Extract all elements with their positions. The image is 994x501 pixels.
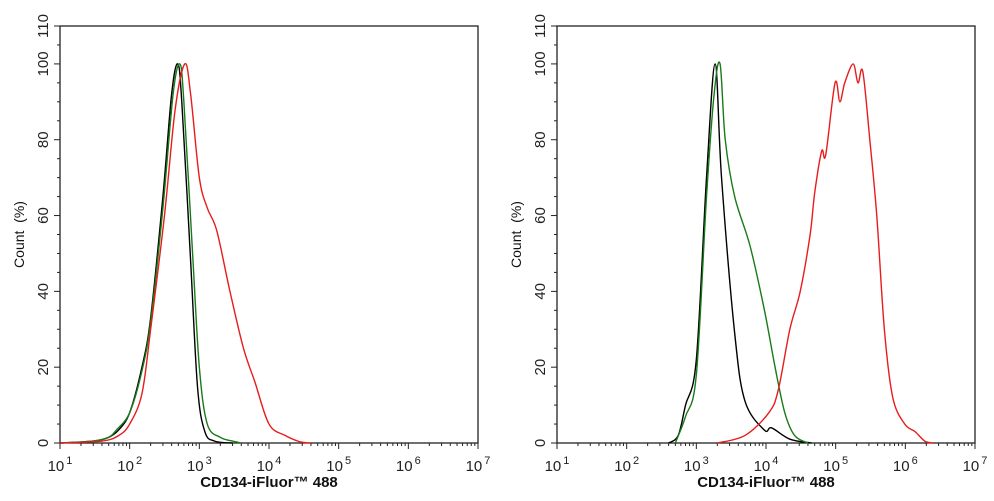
y-tick-label: 40 [35, 283, 52, 300]
y-tick-label: 110 [532, 14, 549, 38]
x-tick-base: 10 [545, 458, 562, 475]
x-tick-label: 10 1 [48, 455, 73, 475]
x-tick-label: 10 5 [823, 455, 848, 475]
plot-frame [556, 25, 976, 444]
x-tick-label: 10 4 [754, 455, 779, 475]
x-tick-label: 10 7 [963, 455, 988, 475]
x-tick-exponent: 7 [981, 455, 987, 467]
x-tick-label: 10 6 [396, 455, 421, 475]
y-tick-label: 0 [532, 439, 549, 447]
x-tick-base: 10 [257, 458, 274, 475]
y-tick-label: 100 [532, 51, 549, 76]
x-tick-base: 10 [754, 458, 771, 475]
y-tick-label: 20 [35, 359, 52, 376]
x-tick-base: 10 [963, 458, 980, 475]
series-line-3 [59, 63, 312, 444]
y-axis-title: Count (%) [508, 201, 524, 268]
x-tick-exponent: 1 [66, 455, 72, 467]
x-tick-exponent: 3 [703, 455, 709, 467]
x-tick-base: 10 [823, 458, 840, 475]
series-line-3 [717, 63, 934, 444]
x-tick-base: 10 [614, 458, 631, 475]
x-tick-base: 10 [893, 458, 910, 475]
series-line-1 [668, 63, 812, 444]
x-tick-base: 10 [396, 458, 413, 475]
x-tick-base: 10 [117, 458, 134, 475]
series-line-2 [674, 61, 809, 444]
y-tick-label: 60 [532, 207, 549, 224]
x-tick-label: 10 3 [187, 455, 212, 475]
x-tick-exponent: 6 [415, 455, 421, 467]
x-tick-exponent: 5 [842, 455, 848, 467]
x-tick-base: 10 [48, 458, 65, 475]
x-tick-exponent: 2 [136, 455, 142, 467]
x-tick-label: 10 7 [466, 455, 491, 475]
x-tick-base: 10 [326, 458, 343, 475]
x-tick-label: 10 6 [893, 455, 918, 475]
y-tick-label: 100 [35, 51, 52, 76]
x-axis-title: CD134-iFluor™ 488 [200, 474, 338, 491]
x-tick-label: 10 1 [545, 455, 570, 475]
y-tick-label: 0 [35, 439, 52, 447]
x-axis-title: CD134-iFluor™ 488 [697, 474, 835, 491]
x-tick-label: 10 2 [117, 455, 142, 475]
plot-frame [59, 25, 479, 444]
y-tick-label: 110 [35, 14, 52, 38]
x-tick-exponent: 4 [772, 455, 778, 467]
x-tick-exponent: 2 [633, 455, 639, 467]
x-tick-exponent: 1 [563, 455, 569, 467]
x-tick-label: 10 2 [614, 455, 639, 475]
y-tick-label: 80 [532, 131, 549, 148]
series-line-1 [59, 63, 233, 444]
y-tick-label: 40 [532, 283, 549, 300]
x-tick-base: 10 [187, 458, 204, 475]
x-tick-label: 10 5 [326, 455, 351, 475]
x-tick-exponent: 3 [206, 455, 212, 467]
x-tick-exponent: 7 [484, 455, 490, 467]
series-line-2 [59, 63, 242, 444]
y-axis-title: Count (%) [11, 201, 27, 268]
x-tick-exponent: 5 [345, 455, 351, 467]
x-tick-label: 10 4 [257, 455, 282, 475]
y-tick-label: 80 [35, 131, 52, 148]
x-tick-base: 10 [466, 458, 483, 475]
y-tick-label: 60 [35, 207, 52, 224]
x-tick-base: 10 [684, 458, 701, 475]
y-tick-label: 20 [532, 359, 549, 376]
x-tick-exponent: 4 [275, 455, 281, 467]
x-tick-label: 10 3 [684, 455, 709, 475]
x-tick-exponent: 6 [912, 455, 918, 467]
